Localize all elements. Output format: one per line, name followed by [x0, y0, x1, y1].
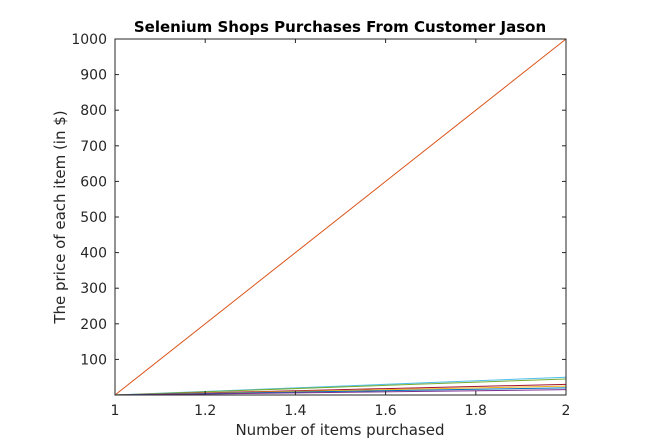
series-line-7: [114, 389, 567, 396]
series-line-1: [114, 38, 567, 396]
y-axis: 100 200 300 400 500 600 700 800 900 1000: [71, 32, 566, 368]
y-tick-label: 200: [80, 317, 107, 333]
y-tick-label: 900: [80, 68, 107, 84]
x-tick-label: 1: [111, 403, 120, 419]
x-tick-label: 1.8: [465, 403, 487, 419]
x-tick-label: 1.6: [374, 403, 396, 419]
series-layer: [114, 38, 567, 396]
y-tick-label: 800: [80, 103, 107, 119]
x-axis: 1 1.2 1.4 1.6 1.8 2: [111, 39, 571, 419]
x-tick-label: 1.2: [194, 403, 216, 419]
y-tick-label: 600: [80, 174, 107, 190]
y-tick-label: 500: [80, 210, 107, 226]
y-tick-label: 100: [80, 352, 107, 368]
chart-title: Selenium Shops Purchases From Customer J…: [134, 18, 546, 36]
y-axis-label: The price of each item (in $): [51, 110, 69, 324]
x-tick-label: 1.4: [284, 403, 306, 419]
y-tick-label: 400: [80, 246, 107, 262]
y-tick-label: 700: [80, 139, 107, 155]
y-tick-label: 300: [80, 281, 107, 297]
y-tick-label: 1000: [71, 32, 107, 48]
series-line-3: [114, 378, 567, 396]
x-tick-label: 2: [562, 403, 571, 419]
x-axis-label: Number of items purchased: [235, 421, 444, 439]
